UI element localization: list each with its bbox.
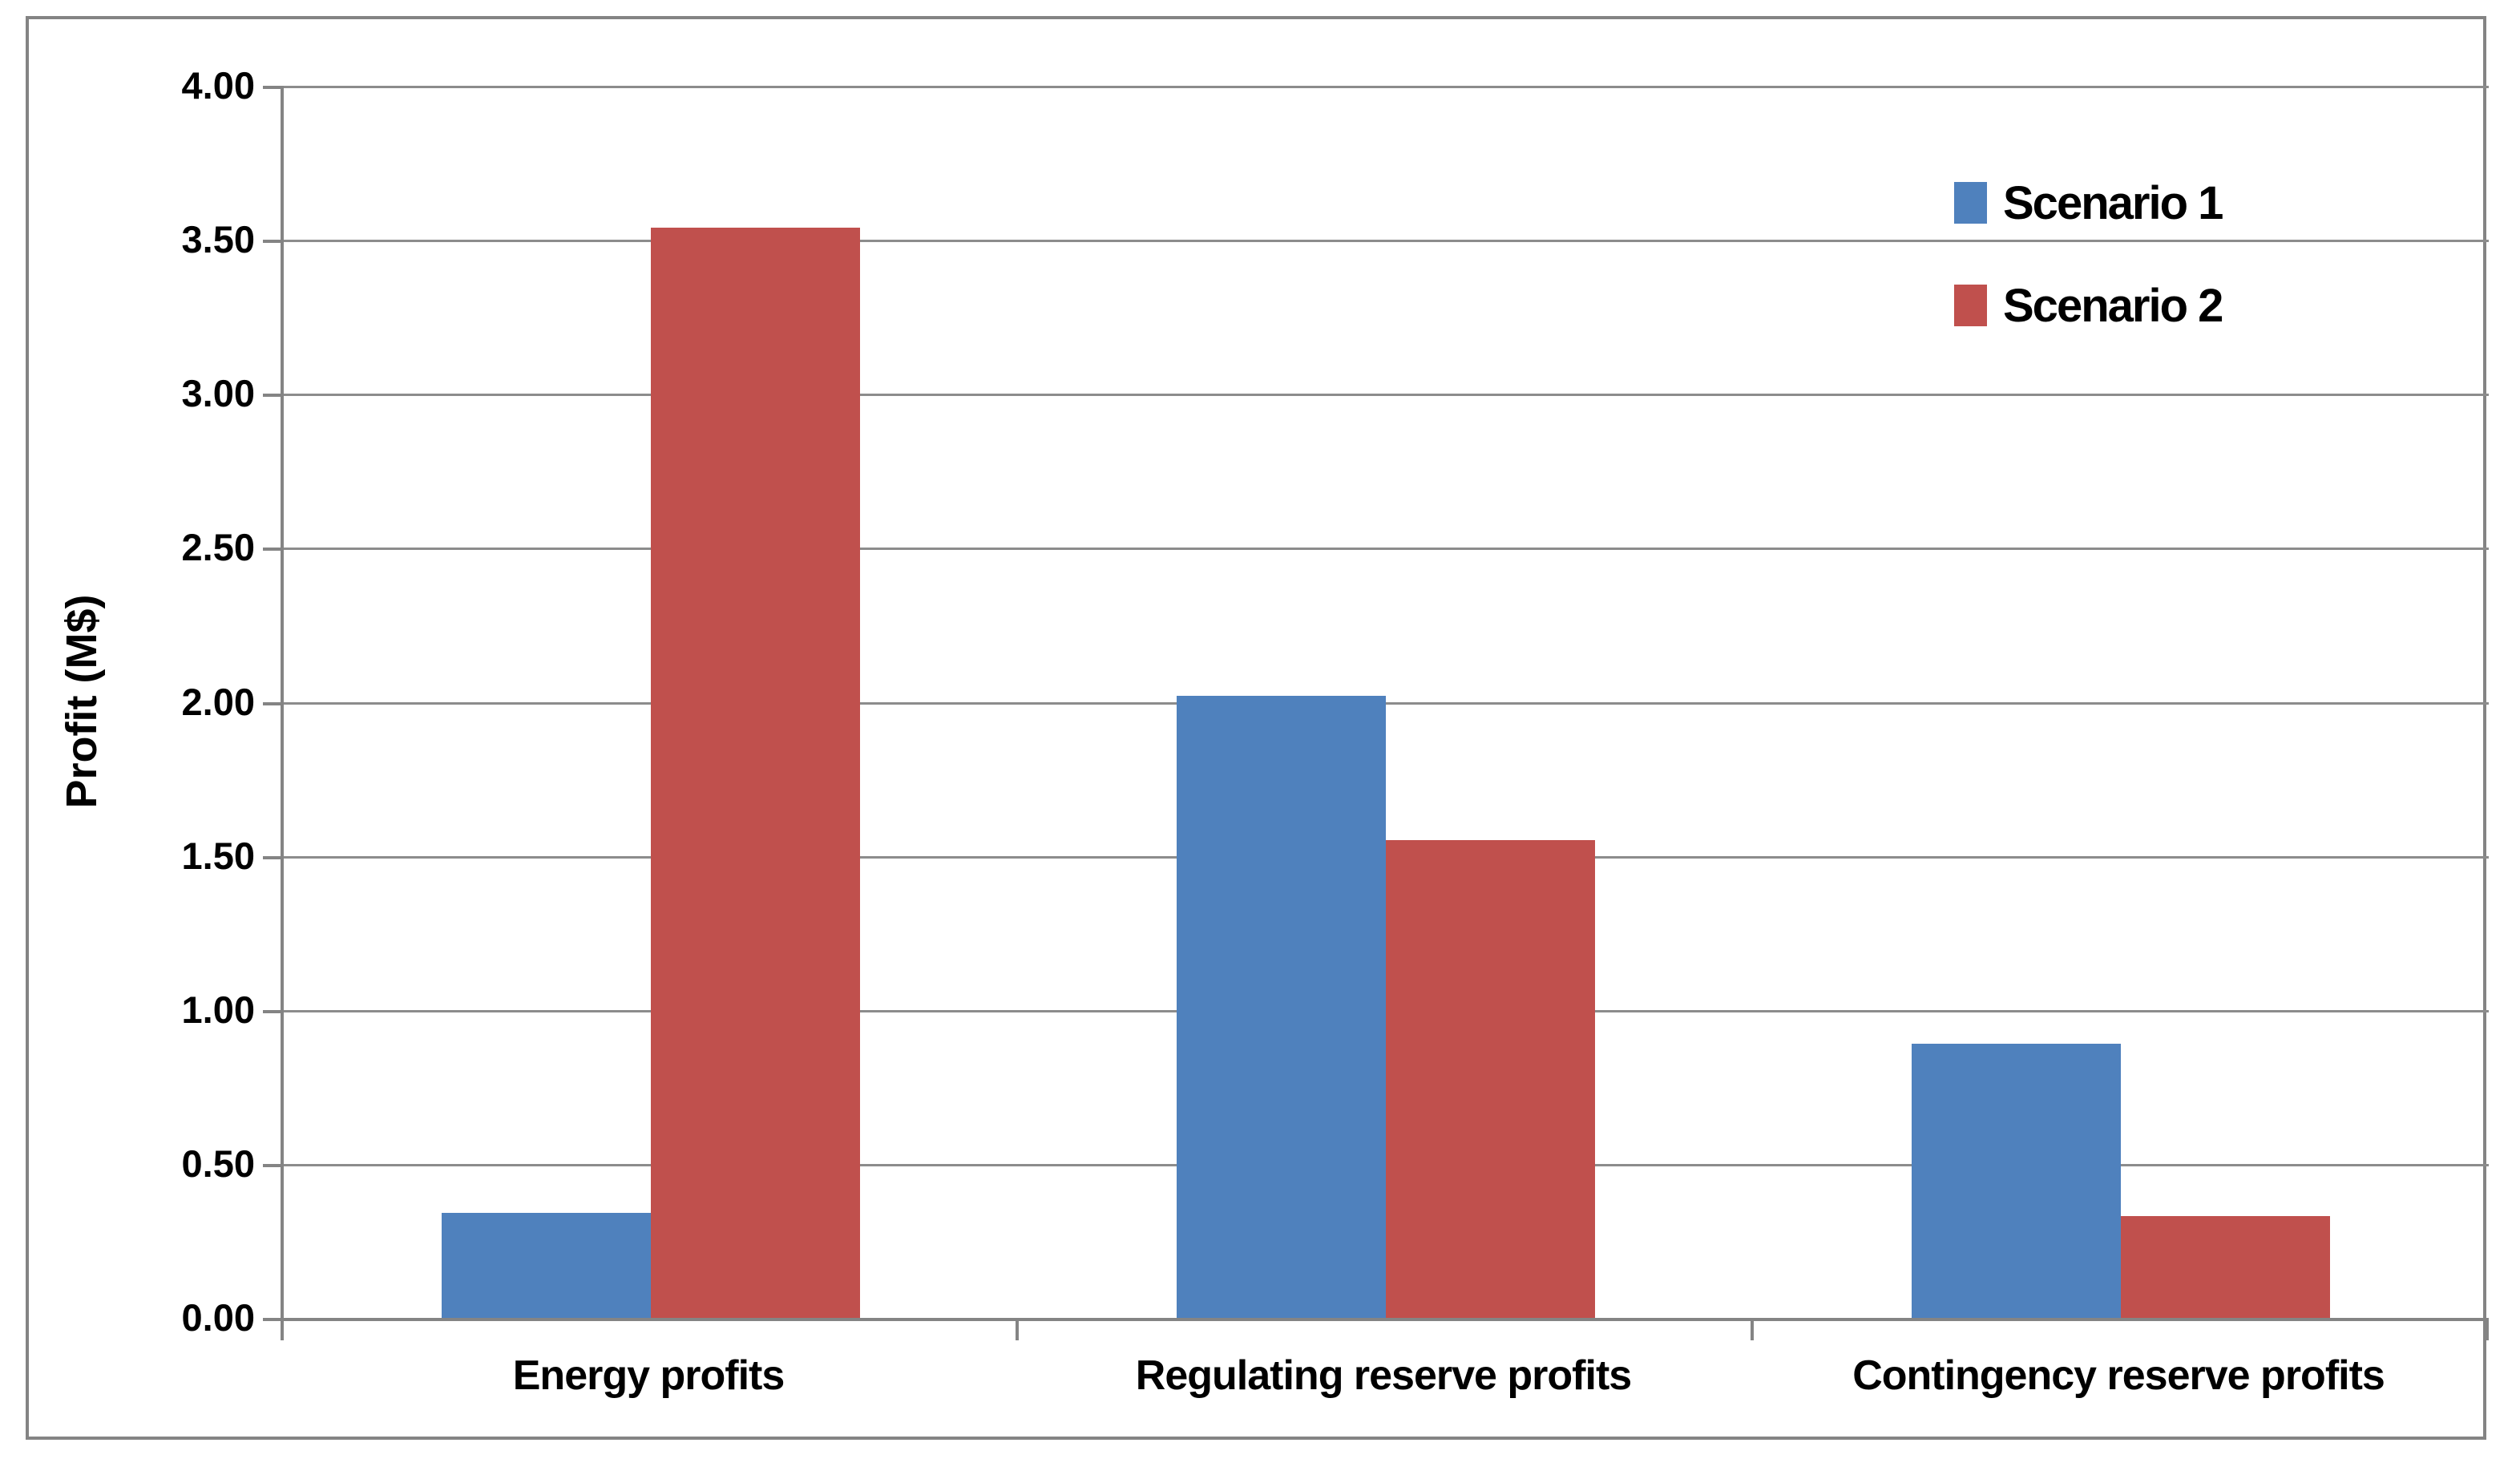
y-axis-tick-label: 0.00 (181, 1296, 255, 1339)
bar-scenario1-contingency-reserve-profits (1912, 1044, 2121, 1318)
gridline (284, 548, 2489, 550)
y-axis-tick-label: 0.50 (181, 1142, 255, 1185)
y-axis-tick (263, 394, 281, 397)
x-axis-tick (1751, 1321, 1754, 1340)
y-axis-tick (263, 548, 281, 551)
y-axis-tick (263, 86, 281, 89)
legend-label: Scenario 1 (2003, 176, 2223, 229)
y-axis-tick (263, 856, 281, 859)
bar-scenario1-regulating-reserve-profits (1177, 696, 1386, 1318)
y-axis-tick (263, 240, 281, 243)
category-label: Regulating reserve profits (1135, 1352, 1632, 1399)
y-axis-tick-label: 2.50 (181, 526, 255, 568)
gridline (284, 702, 2489, 705)
plot-area (281, 86, 2489, 1321)
x-axis-tick (2486, 1321, 2489, 1340)
y-axis-tick-label: 4.00 (181, 64, 255, 107)
x-axis-tick (1016, 1321, 1019, 1340)
category-label: Contingency reserve profits (1852, 1352, 2385, 1399)
y-axis-tick (263, 1010, 281, 1013)
x-axis-tick (281, 1321, 284, 1340)
y-axis-tick (263, 702, 281, 705)
chart-border: Profit (M$) 4.00 3.50 3.00 2.50 2.00 1.50 1.00… (26, 16, 2489, 1440)
bar-scenario2-regulating-reserve-profits (1386, 840, 1595, 1318)
legend-item: Scenario 1 (1954, 177, 2223, 229)
gridline (284, 240, 2489, 242)
bar-scenario2-energy-profits (651, 228, 860, 1318)
gridline (284, 86, 2489, 88)
y-axis-tick-label: 3.50 (181, 218, 255, 261)
y-axis-tick-label: 1.50 (181, 835, 255, 877)
legend-swatch-scenario2 (1954, 285, 1987, 326)
bar-scenario2-contingency-reserve-profits (2121, 1216, 2330, 1318)
legend-item: Scenario 2 (1954, 280, 2223, 332)
legend-label: Scenario 2 (2003, 279, 2223, 332)
category-label: Energy profits (512, 1352, 785, 1399)
y-axis-tick-label: 2.00 (181, 681, 255, 723)
y-axis-tick (263, 1318, 281, 1321)
y-axis-tick-label: 3.00 (181, 372, 255, 414)
y-axis-tick (263, 1164, 281, 1167)
bar-scenario1-energy-profits (442, 1213, 651, 1318)
legend: Scenario 1 Scenario 2 (1954, 177, 2223, 387)
y-axis-tick-label: 1.00 (181, 988, 255, 1031)
gridline (284, 394, 2489, 396)
legend-swatch-scenario1 (1954, 182, 1987, 224)
